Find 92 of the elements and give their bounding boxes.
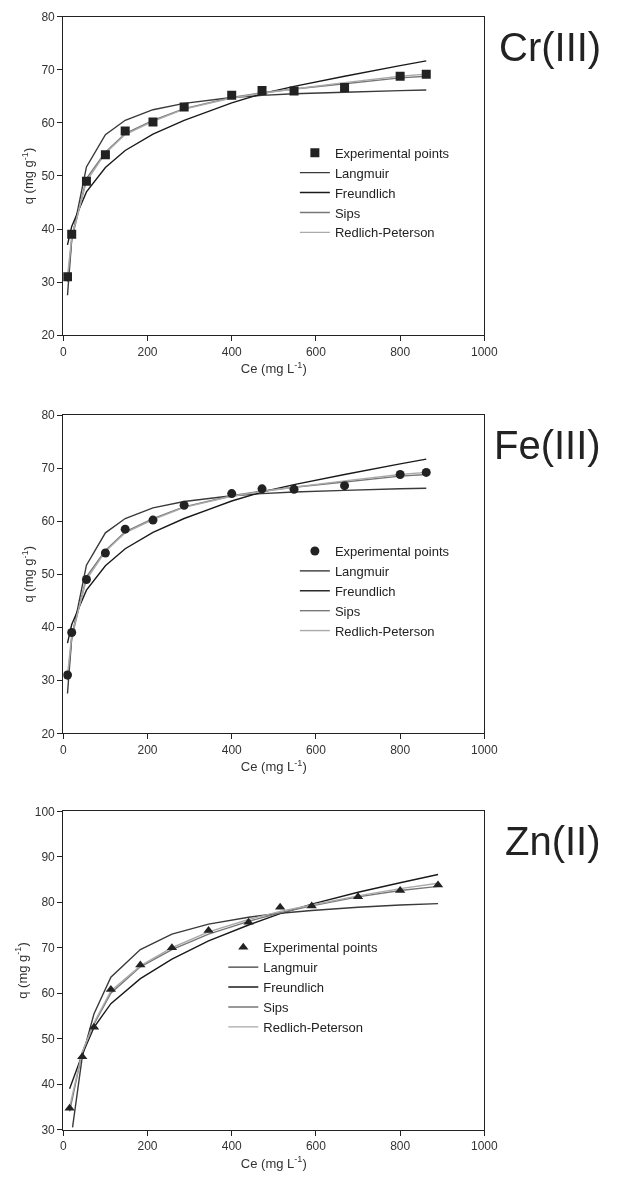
x-axis-title: Ce (mg L$^{-1}$) bbox=[240, 757, 307, 775]
x-tick-label: 1000 bbox=[471, 1139, 499, 1154]
point bbox=[289, 484, 299, 494]
legend-label: Freundlich bbox=[334, 583, 396, 599]
point bbox=[135, 960, 146, 968]
legend-label: Sips bbox=[334, 603, 361, 619]
y-tick-label: 60 bbox=[41, 514, 56, 529]
x-tick-label: 1000 bbox=[471, 344, 499, 359]
chart-title: Zn(II) bbox=[505, 819, 601, 863]
point bbox=[179, 500, 189, 510]
point bbox=[67, 229, 77, 239]
y-tick-label: 40 bbox=[41, 1077, 56, 1092]
x-tick-label: 800 bbox=[390, 344, 411, 359]
legend-label: Langmuir bbox=[334, 165, 390, 181]
x-tick-label: 0 bbox=[59, 742, 67, 757]
x-tick-label: 600 bbox=[305, 1139, 327, 1154]
y-tick-label: 70 bbox=[41, 63, 56, 78]
y-tick-label: 80 bbox=[41, 895, 56, 910]
y-tick-label: 20 bbox=[41, 726, 56, 741]
point bbox=[257, 484, 267, 494]
point bbox=[67, 628, 77, 638]
legend-label: Redlich-Peterson bbox=[334, 623, 435, 639]
legend-label: Langmuir bbox=[263, 960, 319, 976]
y-tick-label: 60 bbox=[41, 116, 56, 131]
point bbox=[120, 126, 130, 136]
y-tick-label: 50 bbox=[41, 1031, 56, 1046]
x-tick-label: 200 bbox=[137, 344, 158, 359]
x-tick-label: 600 bbox=[305, 344, 327, 359]
x-tick-label: 200 bbox=[137, 742, 158, 757]
point bbox=[257, 86, 267, 96]
point bbox=[77, 1052, 88, 1060]
point bbox=[100, 548, 110, 558]
legend-label: Freundlich bbox=[263, 980, 324, 996]
point bbox=[148, 117, 158, 127]
x-axis-title: Ce (mg L$^{-1}$) bbox=[240, 1154, 307, 1171]
y-tick-label: 30 bbox=[41, 275, 56, 290]
y-tick-label: 20 bbox=[41, 328, 56, 343]
legend-label: Langmuir bbox=[334, 563, 390, 579]
y-tick-label: 40 bbox=[41, 222, 56, 237]
point bbox=[179, 102, 189, 112]
y-tick-label: 30 bbox=[41, 673, 56, 688]
chart-title: Cr(III) bbox=[499, 25, 602, 69]
point bbox=[227, 90, 237, 100]
chart-title: Fe(III) bbox=[494, 423, 601, 467]
y-tick-label: 70 bbox=[41, 940, 56, 955]
y-tick-label: 50 bbox=[41, 169, 56, 184]
x-tick-label: 400 bbox=[221, 344, 243, 359]
x-tick-label: 1000 bbox=[471, 742, 499, 757]
x-axis-title: Ce (mg L$^{-1}$) bbox=[240, 359, 307, 377]
point bbox=[148, 515, 158, 525]
point bbox=[340, 481, 350, 491]
x-tick-label: 800 bbox=[390, 742, 411, 757]
point bbox=[203, 925, 214, 933]
point bbox=[227, 489, 237, 499]
point bbox=[421, 69, 431, 79]
point bbox=[243, 917, 254, 925]
point bbox=[340, 82, 350, 92]
y-tick-label: 90 bbox=[41, 850, 56, 865]
point bbox=[81, 176, 91, 186]
legend-label: Experimental points bbox=[334, 145, 450, 161]
legend-label: Redlich-Peterson bbox=[263, 1019, 364, 1035]
y-tick-label: 30 bbox=[41, 1122, 56, 1137]
point bbox=[100, 150, 110, 160]
y-tick-label: 80 bbox=[41, 10, 56, 25]
y-tick-label: 40 bbox=[41, 620, 56, 635]
point bbox=[63, 272, 72, 282]
legend-label: Experimental points bbox=[263, 940, 378, 956]
legend-label: Experimental points bbox=[334, 544, 450, 560]
y-tick-label: 70 bbox=[41, 461, 56, 476]
y-tick-label: 50 bbox=[41, 567, 56, 582]
point bbox=[395, 71, 405, 81]
point bbox=[81, 575, 91, 585]
y-tick-label: 80 bbox=[41, 408, 56, 423]
legend-label: Freundlich bbox=[334, 185, 396, 201]
legend-label: Sips bbox=[263, 1000, 290, 1015]
y-tick-label: 100 bbox=[34, 804, 56, 819]
x-tick-label: 0 bbox=[59, 344, 67, 359]
x-tick-label: 400 bbox=[221, 1139, 243, 1154]
legend-label: Redlich-Peterson bbox=[334, 225, 435, 241]
x-tick-label: 400 bbox=[221, 742, 243, 757]
x-tick-label: 800 bbox=[390, 1139, 411, 1154]
x-tick-label: 600 bbox=[305, 742, 327, 757]
point bbox=[120, 524, 130, 534]
x-tick-label: 200 bbox=[137, 1139, 158, 1154]
x-tick-label: 0 bbox=[59, 1139, 67, 1154]
y-tick-label: 60 bbox=[41, 986, 56, 1001]
point bbox=[395, 470, 405, 480]
point bbox=[63, 670, 72, 680]
point bbox=[289, 86, 299, 96]
point bbox=[421, 467, 431, 477]
legend-label: Sips bbox=[334, 205, 361, 221]
point bbox=[306, 901, 317, 909]
